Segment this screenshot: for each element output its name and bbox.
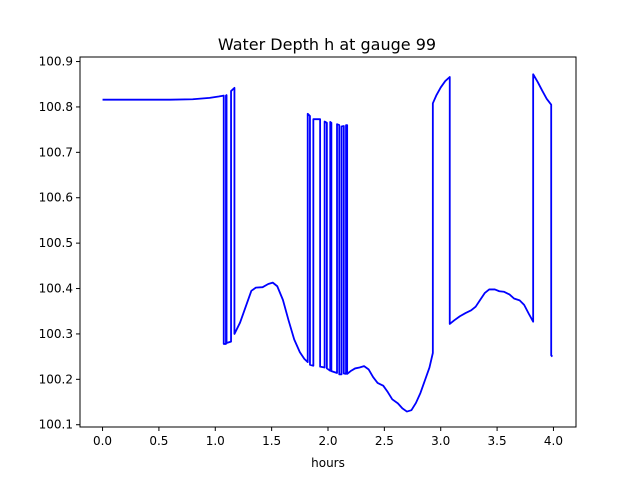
x-tick-label: 2.0 — [318, 434, 337, 448]
y-tick-label: 100.7 — [39, 145, 73, 159]
x-tick-label: 0.0 — [93, 434, 112, 448]
y-tick-label: 100.6 — [39, 191, 73, 205]
y-tick-label: 100.5 — [39, 236, 73, 250]
y-tick-label: 100.9 — [39, 55, 73, 69]
x-tick-label: 3.0 — [431, 434, 450, 448]
y-tick-label: 100.4 — [39, 282, 73, 296]
x-tick-label: 2.5 — [375, 434, 394, 448]
ticks-layer: 0.0 0.5 1.0 1.5 2.0 2.5 3.0 3.5 4.0 100.1 100.2 100… — [39, 55, 563, 448]
y-tick-label: 100.3 — [39, 327, 73, 341]
series-line-0 — [102, 73, 554, 413]
y-tick-label: 100.1 — [39, 418, 73, 432]
x-tick-label: 3.5 — [488, 434, 507, 448]
x-tick-label: 1.0 — [206, 434, 225, 448]
x-tick-label: 4.0 — [544, 434, 563, 448]
x-tick-label: 1.5 — [262, 434, 281, 448]
x-axis-label: hours — [311, 456, 345, 470]
series-layer — [102, 73, 554, 413]
chart-title: Water Depth h at gauge 99 — [218, 35, 436, 54]
y-tick-label: 100.2 — [39, 372, 73, 386]
y-tick-label: 100.8 — [39, 100, 73, 114]
x-tick-label: 0.5 — [149, 434, 168, 448]
